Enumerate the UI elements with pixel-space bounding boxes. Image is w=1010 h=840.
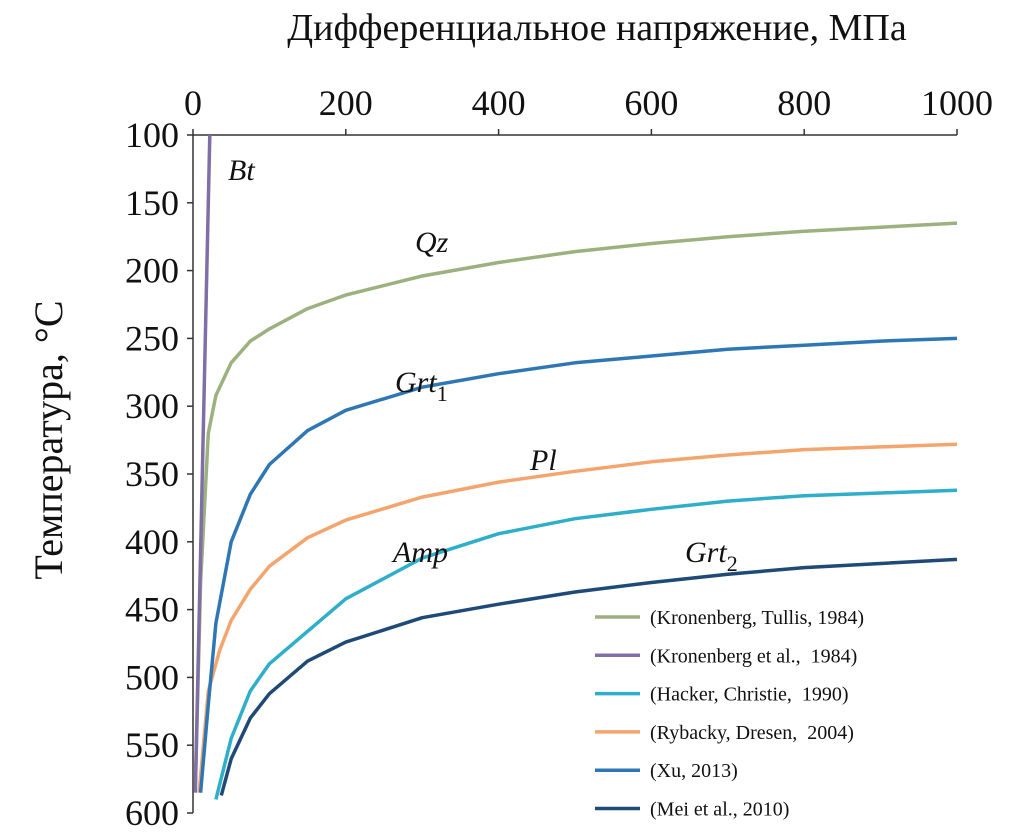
curve-label: Grt1 [395,366,448,406]
y-tick-label: 100 [125,115,179,155]
curve-label-text: Grt [685,536,727,569]
series-line [193,221,958,790]
y-tick-label: 450 [125,590,179,630]
curve-label-subscript: 1 [437,381,448,406]
curve-label-text: Pl [529,444,557,477]
x-tick-label: 200 [319,83,373,123]
legend-label: (Kronenberg et al., 1984) [650,645,857,667]
x-tick-label: 800 [777,83,831,123]
series-line [219,557,958,796]
x-tick-label: 0 [184,83,202,123]
legend-label: (Kronenberg, Tullis, 1984) [650,607,864,629]
y-tick-label: 200 [125,251,179,291]
curve-label-text: Amp [391,536,448,569]
curve-label-subscript: 2 [727,551,738,576]
y-axis-title: Температура, °C [26,300,71,579]
y-tick-label: 250 [125,318,179,358]
legend-label: (Xu, 2013) [650,760,738,782]
series-line [198,336,958,793]
series-line [193,134,212,793]
curve-label-text: Grt [395,366,437,399]
legend-label: (Hacker, Christie, 1990) [650,684,849,706]
curve-label: Qz [415,226,449,259]
curve-label-text: Qz [415,226,449,259]
legend-label: (Rybacky, Dresen, 2004) [650,722,854,744]
y-tick-label: 400 [125,522,179,562]
curve-label: Pl [529,444,557,477]
curve-label: Grt2 [685,536,738,576]
curve-label: Bt [228,154,255,187]
y-tick-label: 550 [125,725,179,765]
y-tick-label: 300 [125,386,179,426]
y-tick-label: 600 [125,793,179,833]
series-line [197,442,958,793]
curve-label-text: Bt [228,154,255,187]
curve-label: Amp [391,536,448,569]
chart-title: Дифференциальное напряжение, МПа [287,7,907,49]
x-tick-label: 400 [472,83,526,123]
x-tick-label: 600 [624,83,678,123]
y-tick-label: 350 [125,454,179,494]
series-line [214,488,958,800]
y-tick-label: 150 [125,183,179,223]
x-tick-label: 1000 [921,83,993,123]
legend-label: (Mei et al., 2010) [650,799,789,821]
y-tick-label: 500 [125,657,179,697]
